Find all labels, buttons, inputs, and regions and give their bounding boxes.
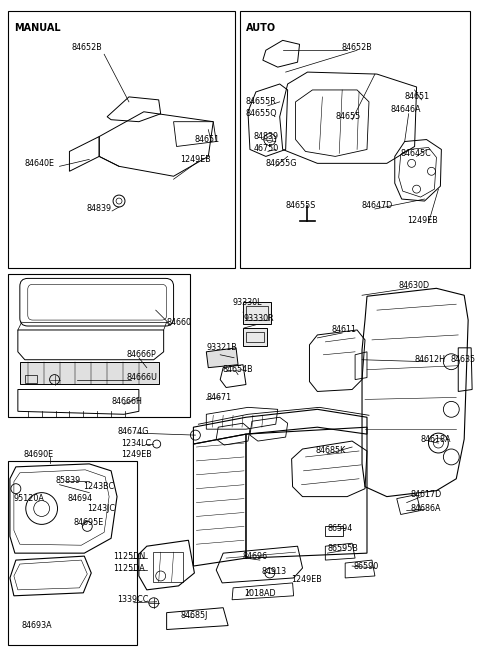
Text: MANUAL: MANUAL bbox=[14, 24, 60, 33]
Text: 1234LC: 1234LC bbox=[121, 439, 151, 447]
Text: 84655Q: 84655Q bbox=[246, 109, 277, 119]
Text: 1125DN: 1125DN bbox=[113, 552, 145, 561]
Text: 1243BC: 1243BC bbox=[84, 482, 114, 491]
Text: 84686A: 84686A bbox=[410, 504, 441, 513]
Text: 84647D: 84647D bbox=[361, 202, 392, 210]
Text: 86590: 86590 bbox=[353, 561, 378, 571]
Text: 84685J: 84685J bbox=[180, 611, 208, 620]
Text: 84839: 84839 bbox=[86, 204, 111, 214]
Text: 84655: 84655 bbox=[335, 112, 360, 121]
Bar bbox=[243, 302, 271, 324]
Text: 84694: 84694 bbox=[68, 494, 93, 503]
Text: 84654B: 84654B bbox=[222, 365, 253, 374]
Bar bbox=[8, 461, 137, 645]
Text: 86594: 86594 bbox=[327, 524, 353, 533]
Text: 93330L: 93330L bbox=[232, 298, 262, 307]
Text: 84655G: 84655G bbox=[266, 159, 297, 168]
Text: 84655S: 84655S bbox=[286, 202, 316, 210]
Text: 84646A: 84646A bbox=[391, 105, 421, 114]
Text: 1018AD: 1018AD bbox=[244, 590, 276, 598]
Polygon shape bbox=[206, 348, 238, 367]
Text: 84651: 84651 bbox=[194, 135, 219, 144]
Text: 84640E: 84640E bbox=[25, 159, 55, 168]
Text: 86595B: 86595B bbox=[327, 544, 358, 553]
Text: 1249EB: 1249EB bbox=[180, 155, 211, 164]
Text: 1249EB: 1249EB bbox=[292, 576, 323, 584]
Text: 84839: 84839 bbox=[254, 132, 279, 141]
Text: 1249EB: 1249EB bbox=[121, 451, 152, 459]
Text: 84666H: 84666H bbox=[111, 397, 142, 406]
Text: 93330R: 93330R bbox=[244, 314, 275, 322]
Text: 93321B: 93321B bbox=[206, 343, 237, 352]
Text: 84666P: 84666P bbox=[127, 350, 156, 360]
Text: 84651: 84651 bbox=[405, 92, 430, 102]
Text: 1243JC: 1243JC bbox=[87, 504, 115, 513]
Text: 84611: 84611 bbox=[331, 326, 356, 335]
Bar bbox=[246, 332, 264, 342]
Text: 46750: 46750 bbox=[254, 144, 279, 153]
Bar bbox=[243, 328, 267, 346]
Text: 1339CC: 1339CC bbox=[117, 595, 148, 605]
Text: 84666U: 84666U bbox=[127, 373, 158, 382]
Text: 84913: 84913 bbox=[262, 567, 287, 576]
Text: 84612H: 84612H bbox=[415, 355, 445, 364]
Text: 1125DA: 1125DA bbox=[113, 563, 145, 572]
Bar bbox=[25, 375, 36, 383]
Bar bbox=[325, 527, 343, 536]
Text: 84645C: 84645C bbox=[401, 149, 432, 158]
Text: 1249EB: 1249EB bbox=[407, 216, 437, 225]
Text: 84652B: 84652B bbox=[72, 43, 102, 52]
Text: 84690E: 84690E bbox=[24, 451, 54, 459]
Text: 85839: 85839 bbox=[56, 476, 81, 485]
Text: AUTO: AUTO bbox=[246, 24, 276, 33]
Text: 84671: 84671 bbox=[206, 393, 231, 402]
Bar bbox=[20, 362, 159, 384]
Text: 84630D: 84630D bbox=[399, 281, 430, 290]
Bar bbox=[153, 552, 182, 582]
Text: 84696: 84696 bbox=[242, 552, 267, 561]
Bar bbox=[8, 10, 235, 269]
Text: 84660: 84660 bbox=[167, 318, 192, 327]
Text: 84618A: 84618A bbox=[420, 434, 451, 443]
Text: 84655R: 84655R bbox=[246, 98, 277, 106]
Bar bbox=[240, 10, 470, 269]
Text: 84685K: 84685K bbox=[315, 447, 346, 455]
Bar bbox=[246, 306, 268, 320]
Text: 84635: 84635 bbox=[450, 355, 475, 364]
Text: 84652B: 84652B bbox=[341, 43, 372, 52]
Text: 84695E: 84695E bbox=[73, 518, 104, 527]
Text: 84693A: 84693A bbox=[22, 621, 52, 630]
Text: 84617D: 84617D bbox=[410, 490, 442, 499]
Text: 84674G: 84674G bbox=[117, 426, 148, 436]
Bar bbox=[8, 274, 191, 417]
Text: 95120A: 95120A bbox=[14, 494, 45, 503]
